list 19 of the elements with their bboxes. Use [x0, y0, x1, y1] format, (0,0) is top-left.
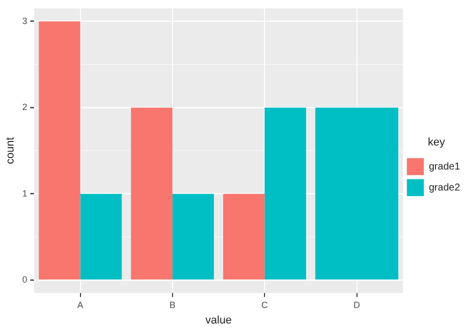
y-tick-label: 1 — [22, 188, 28, 198]
x-axis-title: value — [205, 314, 232, 326]
y-tick-label: 2 — [22, 102, 28, 112]
x-tick-label: C — [261, 300, 268, 310]
y-axis-title: count — [4, 137, 17, 164]
bar — [130, 108, 172, 280]
y-tick-label: 3 — [22, 16, 28, 26]
bar — [264, 108, 306, 280]
bar — [38, 21, 80, 280]
legend-label: grade2 — [428, 182, 460, 194]
bar — [80, 194, 122, 280]
bar — [223, 194, 265, 280]
y-tick-label: 0 — [22, 274, 28, 285]
x-tick-label: A — [77, 300, 84, 310]
x-tick-label: D — [354, 300, 361, 310]
legend-label: grade1 — [428, 161, 460, 172]
x-tick-label: B — [169, 300, 176, 310]
legend-title: key — [428, 136, 446, 148]
bar — [172, 194, 214, 280]
